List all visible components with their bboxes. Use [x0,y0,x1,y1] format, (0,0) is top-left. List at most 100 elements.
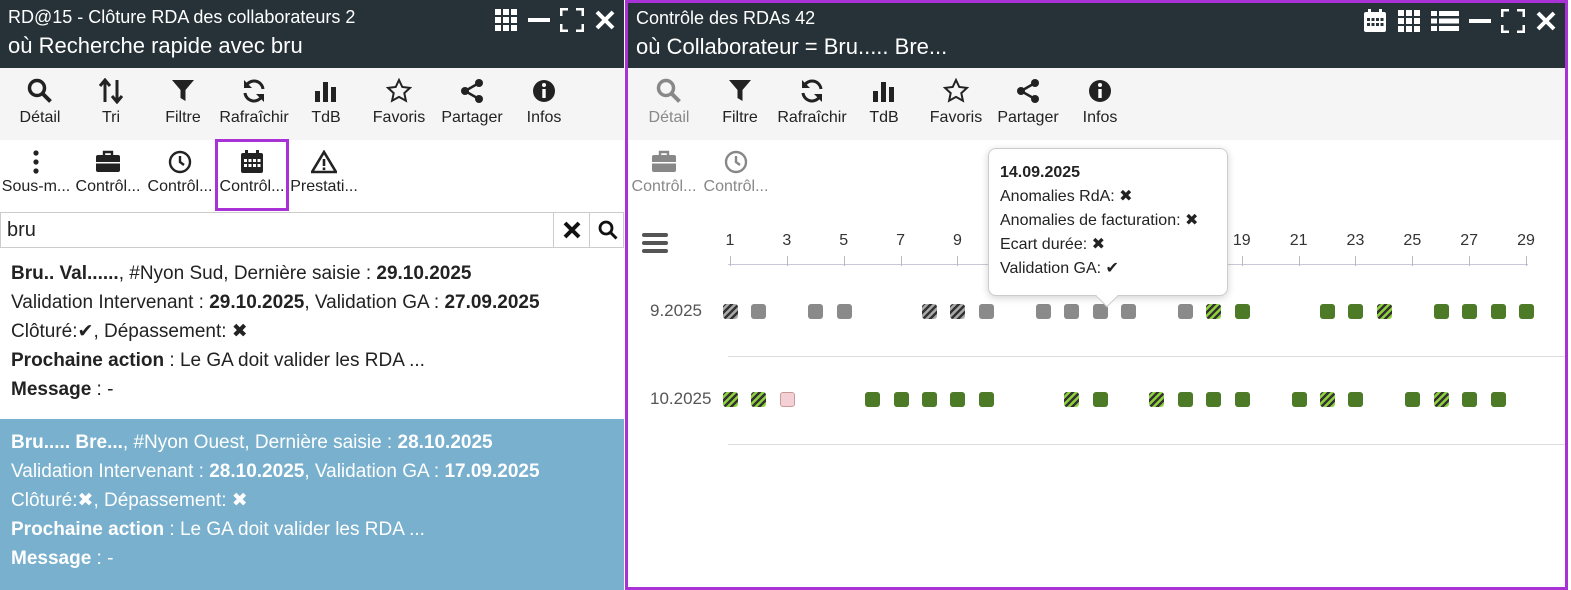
share-button[interactable]: Partager [992,68,1064,127]
control-briefcase-button[interactable]: Contrôl... [72,140,144,196]
filter-button[interactable]: Filtre [148,68,218,127]
timeline-day-marker[interactable] [779,392,795,407]
clear-search-button[interactable] [553,213,589,247]
cross-icon: ✖ [77,490,94,511]
vertical-dots-icon [33,150,39,174]
timeline-tick-mark [730,256,731,266]
search-button[interactable] [589,213,624,247]
close-icon[interactable] [594,8,616,32]
timeline-day-marker[interactable] [1490,304,1506,319]
timeline-day-marker[interactable] [1462,304,1478,319]
refresh-button[interactable]: Rafraîchir [218,68,290,127]
timeline-day-marker[interactable] [1320,392,1336,407]
detail-button[interactable]: Détail [634,68,704,127]
timeline-day-marker[interactable] [808,304,824,319]
timeline-day-marker[interactable] [950,304,966,319]
timeline-day-marker[interactable] [1092,304,1108,319]
timeline-day-marker[interactable] [922,392,937,407]
info-button[interactable]: Infos [508,68,580,127]
record-closed-label: Clôturé: [11,321,78,342]
grid-view-icon[interactable] [494,8,518,32]
timeline-day-marker[interactable] [1433,392,1449,407]
timeline-tick-label: 23 [1346,232,1365,249]
timeline-day-marker[interactable] [1064,304,1080,319]
timeline-day-marker[interactable] [1121,304,1137,319]
timeline-day-marker[interactable] [893,392,909,407]
control-clock-button[interactable]: Contrôl... [144,140,216,196]
record-vi-label: Validation Intervenant : [11,292,210,313]
timeline-day-marker[interactable] [1462,392,1478,407]
maximize-icon[interactable] [1501,9,1525,33]
timeline-day-marker[interactable] [836,304,852,319]
record-msg: : - [91,548,114,569]
refresh-button[interactable]: Rafraîchir [776,68,848,127]
filter-button[interactable]: Filtre [704,68,776,127]
timeline-day-marker[interactable] [1177,304,1193,319]
list-view-icon[interactable] [1431,9,1459,33]
submenu-label: Sous-m... [1,178,71,195]
favorites-label: Favoris [372,109,426,126]
timeline-day-marker[interactable] [865,392,881,407]
hamburger-menu-icon[interactable] [642,232,668,254]
timeline-tick-mark [1412,256,1414,266]
calendar-view-icon[interactable] [1363,9,1387,33]
timeline-day-marker[interactable] [1206,392,1222,407]
list-item[interactable]: Bru.. Val......, #Nyon Sud, Dernière sai… [0,250,624,416]
maximize-icon[interactable] [560,8,584,32]
timeline-day-marker[interactable] [1348,304,1364,319]
timeline-day-marker[interactable] [1177,392,1193,407]
timeline-day-marker[interactable] [1035,304,1051,319]
timeline-day-marker[interactable] [1376,304,1392,319]
timeline-day-marker[interactable] [950,392,966,407]
favorites-button[interactable]: Favoris [362,68,436,127]
timeline-day-marker[interactable] [1064,392,1080,407]
timeline-day-marker[interactable] [1206,304,1222,319]
favorites-button[interactable]: Favoris [920,68,992,127]
record-name: Bru..... Bre... [11,432,123,453]
timeline-day-marker[interactable] [1405,392,1421,407]
timeline-row-label: 9.2025 [650,301,702,320]
control-briefcase-label: Contrôl... [75,178,141,195]
minimize-icon[interactable] [1469,9,1491,33]
info-button[interactable]: Infos [1064,68,1136,127]
timeline-day-marker[interactable] [751,392,767,407]
share-button[interactable]: Partager [436,68,508,127]
close-icon[interactable] [1535,9,1557,33]
prestations-button[interactable]: Prestati... [288,140,360,196]
timeline-day-marker[interactable] [1234,304,1250,319]
sort-button[interactable]: Tri [74,68,148,127]
timeline-day-marker[interactable] [1348,392,1364,407]
detail-button[interactable]: Détail [6,68,74,127]
timeline-day-marker[interactable] [1433,304,1449,319]
timeline-day-marker[interactable] [922,304,937,319]
timeline-day-marker[interactable] [723,392,738,407]
filter-icon [729,80,751,101]
minimize-icon[interactable] [528,8,550,32]
control-clock-button[interactable]: Contrôl... [700,140,772,196]
dashboard-button[interactable]: TdB [848,68,920,127]
timeline-day-marker[interactable] [978,304,994,319]
control-calendar-button[interactable]: Contrôl... [215,139,289,211]
timeline-day-marker[interactable] [723,304,738,319]
bar-chart-icon [315,82,336,102]
list-item-selected[interactable]: Bru..... Bre..., #Nyon Ouest, Dernière s… [0,419,624,590]
timeline-day-marker[interactable] [978,392,994,407]
timeline-tick-mark [900,256,902,266]
control-briefcase-button[interactable]: Contrôl... [628,140,700,196]
timeline-day-marker[interactable] [1149,392,1165,407]
search-input[interactable] [7,216,537,244]
timeline-day-marker[interactable] [1234,392,1250,407]
grid-view-icon[interactable] [1397,9,1421,33]
dashboard-button[interactable]: TdB [290,68,362,127]
timeline-day-marker[interactable] [1092,392,1108,407]
dashboard-label: TdB [311,109,341,126]
timeline-day-marker[interactable] [1320,304,1336,319]
record-vi-label: Validation Intervenant : [11,461,210,482]
timeline-day-marker[interactable] [751,304,767,319]
timeline-day-marker[interactable] [1519,304,1535,319]
timeline-day-marker[interactable] [1490,392,1506,407]
timeline-tick-mark [843,256,845,266]
submenu-button[interactable]: Sous-m... [0,140,72,196]
timeline-day-marker[interactable] [1291,392,1307,407]
tooltip-date: 14.09.2025 [1000,164,1081,181]
